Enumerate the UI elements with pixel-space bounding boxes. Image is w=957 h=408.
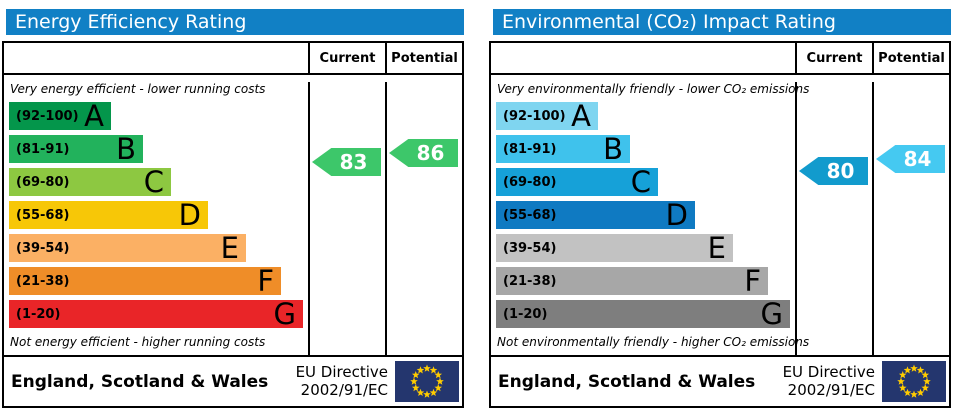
energy-efficiency-title: Energy Efficiency Rating <box>6 9 464 35</box>
bottom-caption: Not environmentally friendly - higher CO… <box>497 335 810 349</box>
eu-flag-icon <box>882 361 946 402</box>
current-rating-arrow: 83 <box>312 148 381 176</box>
band-letter: C <box>143 165 164 199</box>
current-rating-value: 80 <box>826 159 855 183</box>
current-column-header: Current <box>795 43 872 73</box>
band-range: (81-91) <box>503 141 557 157</box>
potential-rating-value: 86 <box>416 141 445 165</box>
band-d: (55-68) D <box>9 198 208 232</box>
band-f: (21-38) F <box>9 264 281 298</box>
region-label: England, Scotland & Wales <box>11 371 269 392</box>
band-c: (69-80) C <box>496 165 658 199</box>
top-caption: Very energy efficient - lower running co… <box>10 82 266 96</box>
environmental-impact-table: Current Potential Very environmentally f… <box>489 41 951 408</box>
table-head: Current Potential <box>491 43 949 75</box>
band-letter: E <box>707 231 726 265</box>
band-range: (92-100) <box>503 108 566 124</box>
top-caption: Very environmentally friendly - lower CO… <box>497 82 810 96</box>
eu-directive-label: EU Directive 2002/91/EC <box>782 363 875 399</box>
band-range: (92-100) <box>16 108 79 124</box>
energy-efficiency-table: Current Potential Very energy efficient … <box>2 41 464 408</box>
band-letter: F <box>257 264 274 298</box>
band-range: (1-20) <box>503 306 548 322</box>
band-range: (21-38) <box>16 273 70 289</box>
column-divider <box>385 82 387 355</box>
band-range: (69-80) <box>16 174 70 190</box>
band-range: (69-80) <box>503 174 557 190</box>
band-b: (81-91) B <box>496 132 630 166</box>
table-head: Current Potential <box>4 43 462 75</box>
band-range: (81-91) <box>16 141 70 157</box>
band-d: (55-68) D <box>496 198 695 232</box>
band-letter: C <box>630 165 651 199</box>
band-range: (21-38) <box>503 273 557 289</box>
rating-chart-body: Very energy efficient - lower running co… <box>4 82 462 355</box>
potential-column-header: Potential <box>385 43 462 73</box>
bottom-caption: Not energy efficient - higher running co… <box>10 335 266 349</box>
band-g: (1-20) G <box>496 297 790 331</box>
band-c: (69-80) C <box>9 165 171 199</box>
band-b: (81-91) B <box>9 132 143 166</box>
table-footer: England, Scotland & Wales EU Directive 2… <box>4 355 462 406</box>
band-range: (1-20) <box>16 306 61 322</box>
band-letter: G <box>760 297 783 331</box>
band-range: (55-68) <box>503 207 557 223</box>
current-rating-arrow: 80 <box>799 157 868 185</box>
band-letter: A <box>84 99 104 133</box>
column-divider <box>872 82 874 355</box>
band-g: (1-20) G <box>9 297 303 331</box>
band-a: (92-100) A <box>496 99 598 133</box>
band-letter: G <box>273 297 296 331</box>
energy-efficiency-panel: Energy Efficiency Rating Current Potenti… <box>2 9 464 408</box>
band-range: (39-54) <box>16 240 70 256</box>
potential-rating-arrow: 86 <box>389 139 458 167</box>
potential-rating-value: 84 <box>903 147 932 171</box>
band-range: (39-54) <box>503 240 557 256</box>
band-a: (92-100) A <box>9 99 111 133</box>
eu-flag-icon <box>395 361 459 402</box>
band-range: (55-68) <box>16 207 70 223</box>
band-e: (39-54) E <box>9 231 246 265</box>
head-spacer <box>4 43 308 73</box>
band-letter: B <box>116 132 136 166</box>
band-letter: F <box>744 264 761 298</box>
table-footer: England, Scotland & Wales EU Directive 2… <box>491 355 949 406</box>
head-spacer <box>491 43 795 73</box>
eu-directive-label: EU Directive 2002/91/EC <box>295 363 388 399</box>
band-letter: E <box>220 231 239 265</box>
band-letter: A <box>571 99 591 133</box>
current-rating-value: 83 <box>339 150 368 174</box>
band-letter: B <box>603 132 623 166</box>
region-label: England, Scotland & Wales <box>498 371 756 392</box>
band-letter: D <box>665 198 688 232</box>
rating-chart-body: Very environmentally friendly - lower CO… <box>491 82 949 355</box>
current-column-header: Current <box>308 43 385 73</box>
environmental-impact-panel: Environmental (CO₂) Impact Rating Curren… <box>489 9 951 408</box>
environmental-impact-title: Environmental (CO₂) Impact Rating <box>493 9 951 35</box>
potential-column-header: Potential <box>872 43 949 73</box>
column-divider <box>308 82 310 355</box>
band-f: (21-38) F <box>496 264 768 298</box>
band-letter: D <box>178 198 201 232</box>
band-e: (39-54) E <box>496 231 733 265</box>
column-divider <box>795 82 797 355</box>
potential-rating-arrow: 84 <box>876 145 945 173</box>
